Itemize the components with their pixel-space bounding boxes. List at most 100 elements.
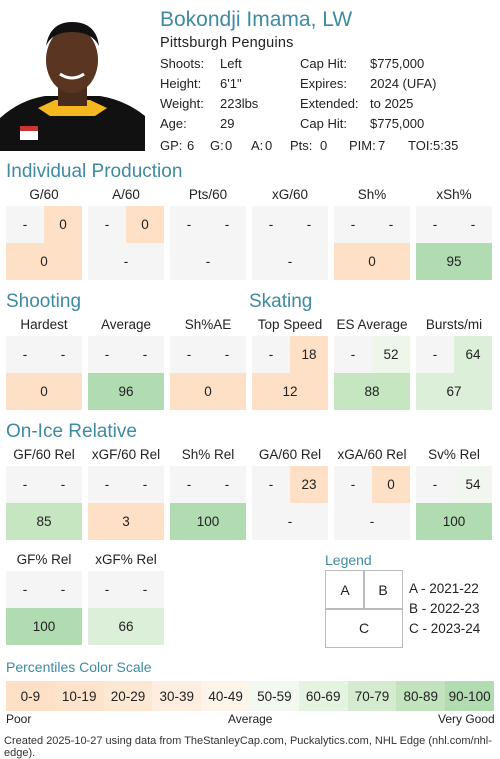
metric-value-a: -	[6, 206, 44, 243]
metric-value-a: -	[252, 336, 290, 373]
player-photo	[0, 8, 145, 151]
metric-label: Hardest	[20, 317, 68, 332]
scale-bucket: 40-49	[201, 681, 250, 711]
contract-label: Cap Hit:	[300, 56, 347, 71]
metric-label: GF% Rel	[16, 552, 72, 567]
metric-value-b: -	[44, 571, 82, 608]
metric-value-a: -	[170, 336, 208, 373]
metric-value-a: -	[88, 336, 126, 373]
metric-label: Sh% Rel	[181, 447, 235, 462]
stat-value: 6	[187, 138, 195, 153]
section-shooting-title: Shooting	[6, 291, 82, 312]
metric-value-b: 0	[372, 466, 410, 503]
stat-label: TOI:	[408, 138, 434, 153]
metric-value-a: -	[334, 206, 372, 243]
metric-value-a: -	[170, 206, 208, 243]
metric-value-b: 23	[290, 466, 328, 503]
contract-label: Cap Hit:	[300, 116, 347, 131]
section-onice-title: On-Ice Relative	[6, 421, 137, 442]
metric-value-c: 85	[6, 503, 82, 540]
legend-b: B	[363, 570, 403, 610]
contract-value: to 2025	[370, 96, 414, 111]
metric-value-a: -	[334, 336, 372, 373]
metric-label: ES Average	[336, 317, 408, 332]
metric-value-c: 100	[416, 503, 492, 540]
scale-bucket: 90-100	[445, 681, 494, 711]
metric-value-a: -	[416, 336, 454, 373]
section-skating-title: Skating	[249, 291, 313, 312]
metric-value-b: -	[208, 206, 246, 243]
metric-label: xSh%	[436, 187, 472, 202]
metric-value-a: -	[252, 206, 290, 243]
footer-credits: Created 2025-10-27 using data from TheSt…	[4, 735, 492, 759]
info-value: 223lbs	[220, 96, 259, 111]
metric-value-b: -	[290, 206, 328, 243]
metric-value-b: -	[44, 336, 82, 373]
player-name: Bokondji Imama, LW	[160, 8, 353, 31]
stat-value: 0	[320, 138, 328, 153]
metric-label: Pts/60	[188, 187, 228, 202]
metric-value-b: 54	[454, 466, 492, 503]
metric-value-c: -	[88, 243, 164, 280]
scale-bucket: 60-69	[298, 681, 348, 711]
player-team: Pittsburgh Penguins	[160, 35, 294, 51]
metric-value-b: 52	[372, 336, 410, 373]
metric-value-b: 64	[454, 336, 492, 373]
scale-bucket: 30-39	[152, 681, 202, 711]
stat-label: PIM:	[349, 138, 376, 153]
metric-value-a: -	[88, 206, 126, 243]
stat-value: 0	[265, 138, 273, 153]
metric-label: Top Speed	[257, 317, 323, 332]
metric-value-c: 3	[88, 503, 164, 540]
metric-value-b: 18	[290, 336, 328, 373]
metric-value-c: -	[334, 503, 410, 540]
metric-value-a: -	[6, 571, 44, 608]
scale-poor: Poor	[6, 712, 32, 726]
metric-value-a: -	[170, 466, 208, 503]
contract-value: 2024 (UFA)	[370, 76, 437, 91]
scale-title: Percentiles Color Scale	[6, 659, 152, 675]
legend-item-c: C - 2023-24	[409, 621, 481, 636]
metric-value-b: -	[126, 571, 164, 608]
metric-value-c: -	[170, 243, 246, 280]
stat-label: A:	[251, 138, 264, 153]
metric-value-a: -	[6, 466, 44, 503]
metric-value-b: -	[126, 466, 164, 503]
info-value: 29	[220, 116, 235, 131]
info-label: Weight:	[160, 96, 204, 111]
metric-value-b: -	[44, 466, 82, 503]
stat-label: G:	[210, 138, 224, 153]
stat-label: GP:	[160, 138, 183, 153]
metric-value-c: 0	[6, 243, 82, 280]
info-value: Left	[220, 56, 242, 71]
contract-value: $775,000	[370, 56, 425, 71]
metric-value-c: 0	[334, 243, 410, 280]
metric-value-b: -	[372, 206, 410, 243]
scale-bucket: 80-89	[396, 681, 446, 711]
metric-value-c: 66	[88, 608, 164, 645]
legend-title: Legend	[325, 552, 372, 568]
player-headshot-icon	[0, 8, 145, 151]
metric-label: Sv% Rel	[428, 447, 480, 462]
metric-label: Sh%	[357, 187, 387, 202]
metric-value-a: -	[416, 466, 454, 503]
metric-label: xGA/60 Rel	[337, 447, 407, 462]
contract-value: $775,000	[370, 116, 425, 131]
stat-value: 5:35	[433, 138, 459, 153]
scale-bucket: 0-9	[6, 681, 55, 711]
metric-value-c: 0	[6, 373, 82, 410]
metric-label: xG/60	[271, 187, 309, 202]
metric-value-c: 67	[416, 373, 492, 410]
metric-value-a: -	[6, 336, 44, 373]
metric-value-a: -	[252, 466, 290, 503]
metric-value-c: -	[252, 503, 328, 540]
metric-value-c: 0	[170, 373, 246, 410]
stat-value: 0	[225, 138, 233, 153]
metric-value-c: 100	[170, 503, 246, 540]
scale-bucket: 50-59	[250, 681, 299, 711]
legend-c: C	[325, 608, 403, 648]
metric-label: G/60	[29, 187, 59, 202]
metric-value-b: -	[454, 206, 492, 243]
scale-bucket: 70-79	[347, 681, 397, 711]
stat-value: 7	[378, 138, 386, 153]
